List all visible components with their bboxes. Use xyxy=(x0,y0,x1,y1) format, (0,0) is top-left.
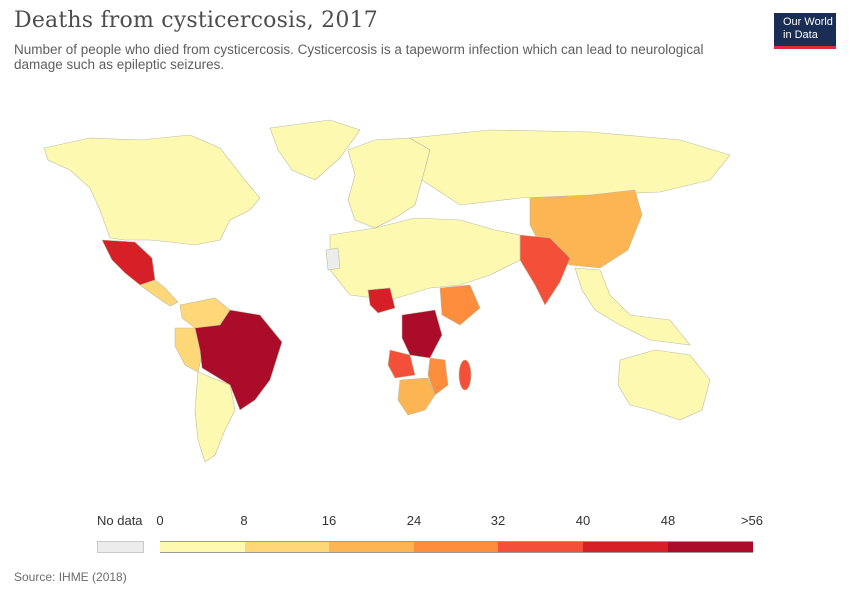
region-brazil[interactable] xyxy=(194,309,283,411)
region-ethiopia[interactable] xyxy=(439,284,481,326)
region-south-africa[interactable] xyxy=(397,377,436,416)
legend-tick-0: 0 xyxy=(156,513,164,528)
legend-tick-8: 8 xyxy=(240,513,248,528)
legend-bin-40-48[interactable] xyxy=(583,541,668,553)
region-nigeria[interactable] xyxy=(367,287,396,314)
legend-bin-16-24[interactable] xyxy=(329,541,414,553)
legend-tick-48: 48 xyxy=(660,513,676,528)
legend-bin-0-8[interactable] xyxy=(160,541,245,553)
region-australia[interactable] xyxy=(617,349,711,421)
legend-tick-16: 16 xyxy=(321,513,337,528)
logo-line-1: Our World xyxy=(783,16,833,28)
region-india[interactable] xyxy=(519,234,571,306)
region-north-america[interactable] xyxy=(43,134,261,246)
chart-subtitle: Number of people who died from cysticerc… xyxy=(14,42,704,72)
legend-tick-max: >56 xyxy=(740,513,764,528)
legend-tick-40: 40 xyxy=(575,513,591,528)
region-drc[interactable] xyxy=(401,309,443,359)
region-western-sahara[interactable] xyxy=(325,247,341,271)
region-mozambique[interactable] xyxy=(427,357,449,396)
legend-tick-32: 32 xyxy=(490,513,506,528)
region-europe[interactable] xyxy=(347,137,431,229)
legend-tick-24: 24 xyxy=(406,513,422,528)
legend-no-data-label: No data xyxy=(97,513,143,528)
region-africa-north[interactable] xyxy=(329,217,521,301)
legend-bin-32-40[interactable] xyxy=(498,541,583,553)
legend-bin-8-16[interactable] xyxy=(245,541,329,553)
source-note: Source: IHME (2018) xyxy=(14,570,127,584)
region-greenland[interactable] xyxy=(269,119,361,181)
region-angola[interactable] xyxy=(387,349,416,379)
region-madagascar[interactable] xyxy=(458,359,472,391)
logo-line-2: in Data xyxy=(783,28,818,41)
region-russia[interactable] xyxy=(409,129,731,206)
legend-bin-48-56[interactable] xyxy=(668,541,753,553)
owid-logo[interactable]: Our World in Data xyxy=(774,13,836,49)
legend-bin-24-32[interactable] xyxy=(414,541,498,553)
world-map xyxy=(43,119,731,463)
region-mexico[interactable] xyxy=(101,239,156,286)
region-southeast-asia[interactable] xyxy=(574,267,691,346)
chart-title: Deaths from cysticercosis, 2017 xyxy=(14,8,378,33)
legend-no-data-swatch[interactable] xyxy=(97,541,144,553)
region-central-america[interactable] xyxy=(139,279,179,307)
region-south-america-rest[interactable] xyxy=(194,371,236,463)
